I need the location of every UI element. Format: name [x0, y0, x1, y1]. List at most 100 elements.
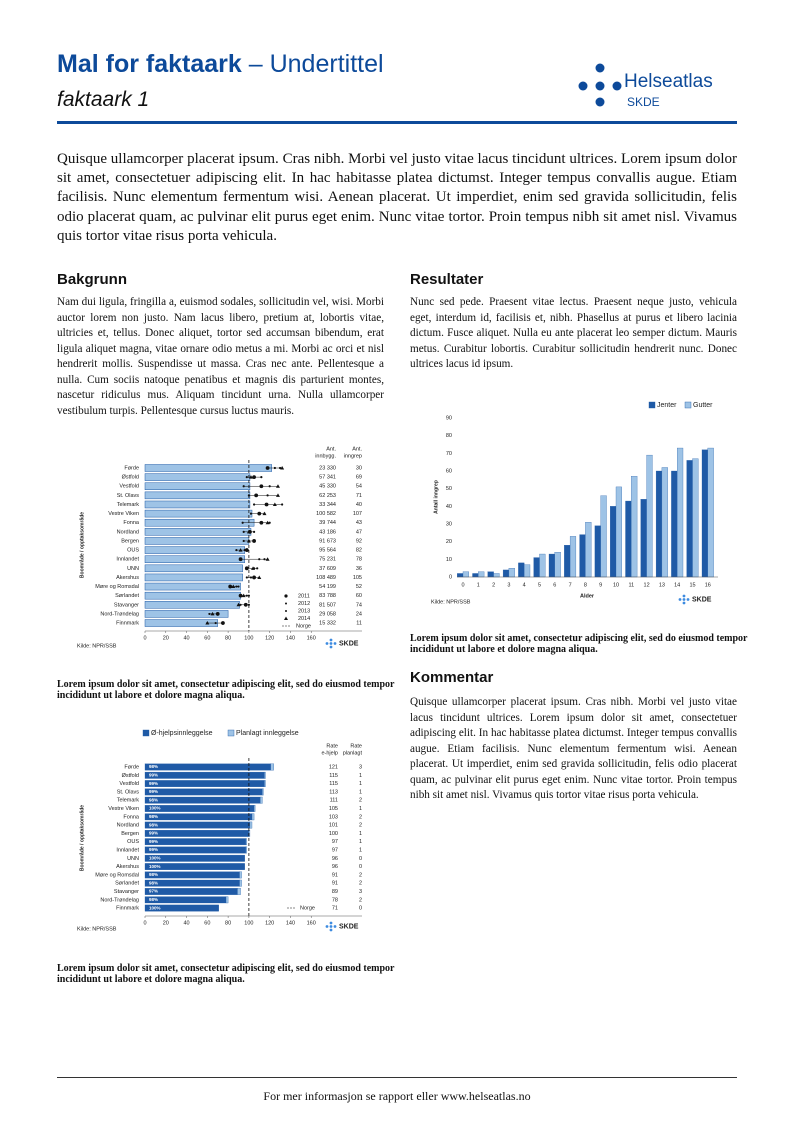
source: Kilde: NPR/SSB [77, 643, 117, 649]
table-cell: 62 253 [319, 493, 336, 499]
marker [208, 612, 211, 616]
header-title: Mal for faktaark – Undertittel [57, 50, 384, 79]
legend-label: Jenter [657, 402, 677, 409]
category-label: Fonna [123, 814, 140, 820]
bar-segment [144, 888, 238, 895]
x-tick-label: 20 [163, 920, 169, 926]
category-label: Telemark [117, 502, 140, 508]
x-tick-label: 100 [244, 635, 253, 641]
x-tick-label: 160 [307, 635, 316, 641]
table-cell: 115 [329, 773, 338, 779]
bar [472, 573, 479, 578]
legend-marker [285, 602, 287, 605]
bar [144, 610, 229, 618]
category-label: Bergen [121, 538, 139, 544]
table-cell: 24 [356, 611, 362, 617]
x-tick-label: 16 [705, 582, 711, 588]
bar-segment [144, 771, 265, 779]
category-label: Østfold [122, 475, 139, 481]
table-cell: 103 [329, 814, 338, 820]
share-label: 99% [149, 789, 158, 794]
table-cell: 57 341 [319, 475, 336, 481]
legend-label: Norge [296, 623, 311, 629]
table-cell: 74 [356, 602, 362, 608]
y-tick-label: 20 [446, 539, 452, 545]
share-label: 100% [149, 855, 161, 860]
legend-marker [284, 616, 288, 620]
y-axis-label: Boområde / opptaksområde [78, 805, 85, 871]
legend-label: Norge [300, 905, 315, 911]
table-cell: 108 489 [316, 575, 336, 581]
legend-label: 2013 [298, 608, 310, 614]
category-label: UNN [127, 856, 139, 862]
marker [260, 476, 263, 479]
table-cell: 39 744 [319, 520, 336, 526]
bar [144, 518, 255, 527]
legend-swatch [648, 401, 656, 409]
table-header: Rate [350, 743, 362, 749]
bar [518, 562, 525, 578]
table-cell: 43 186 [319, 529, 336, 535]
x-tick-label: 40 [183, 920, 189, 926]
marker [235, 548, 238, 552]
marker [247, 603, 250, 606]
bar-segment [264, 780, 266, 787]
table-header: Ant. [326, 446, 336, 452]
bar [487, 571, 494, 578]
header-rule [57, 121, 737, 124]
category-label: St. Olavs [117, 493, 140, 499]
table-cell: 97 [332, 839, 338, 845]
marker [205, 621, 210, 625]
bar [686, 460, 693, 578]
marker [266, 494, 269, 497]
share-label: 98% [149, 822, 158, 827]
bar-segment [225, 896, 229, 904]
bar-segment [253, 805, 256, 812]
x-tick-label: 7 [569, 582, 572, 588]
bar [533, 557, 540, 578]
x-tick-label: 2 [492, 582, 495, 588]
marker [243, 548, 246, 552]
section-heading: Kommentar [410, 669, 494, 686]
bar [144, 509, 253, 518]
category-label: Nordland [117, 529, 139, 535]
table-cell: 54 199 [319, 584, 336, 590]
share-label: 98% [149, 764, 158, 769]
x-tick-label: 100 [244, 920, 253, 926]
table-cell: 89 [332, 889, 338, 895]
y-tick-label: 10 [446, 557, 452, 563]
source: Kilde: NPR/SSB [77, 926, 117, 932]
x-tick-label: 3 [507, 582, 510, 588]
bar [478, 571, 485, 578]
share-label: 99% [149, 831, 158, 836]
bar [144, 491, 251, 500]
table-cell: 43 [356, 520, 362, 526]
category-label: Førde [124, 465, 139, 471]
category-label: Møre og Romsdal [95, 872, 139, 878]
category-label: Vestfold [119, 781, 139, 787]
marker [249, 512, 253, 515]
bar-segment [144, 821, 251, 829]
marker [265, 520, 270, 525]
x-tick-label: 60 [204, 635, 210, 641]
category-label: Stavanger [114, 602, 139, 608]
table-cell: 1 [359, 806, 362, 812]
category-label: Førde [124, 764, 139, 770]
marker [252, 575, 256, 580]
bar [144, 473, 251, 481]
table-cell: 71 [332, 906, 338, 912]
logo-text: Helseatlas [624, 71, 713, 92]
bar [564, 545, 571, 578]
bar [600, 495, 607, 578]
table-cell: 100 582 [316, 511, 336, 517]
marker [257, 511, 262, 516]
table-cell: 52 [356, 584, 362, 590]
legend-marker [285, 610, 287, 612]
marker [221, 621, 225, 625]
marker [242, 530, 245, 533]
bar [585, 522, 592, 578]
marker [244, 566, 249, 571]
bar [640, 499, 647, 578]
